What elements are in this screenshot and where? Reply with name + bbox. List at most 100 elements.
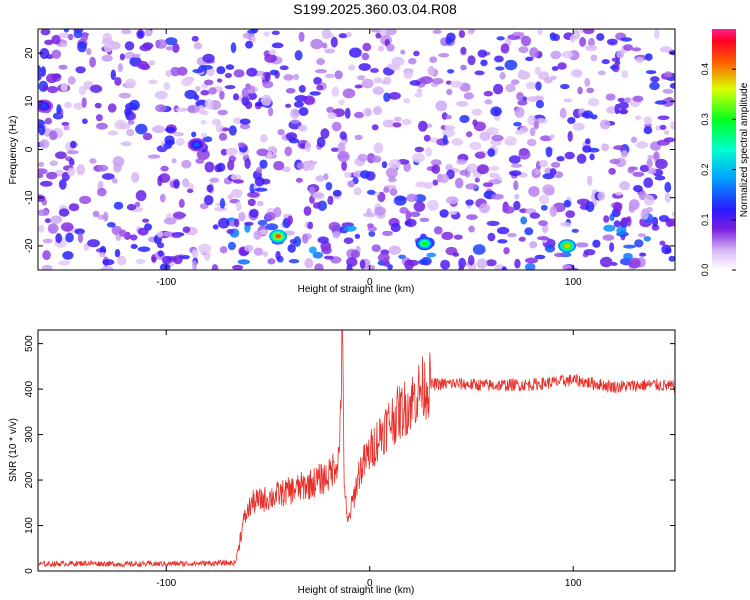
heatmap-cell xyxy=(163,142,173,150)
heatmap-cell xyxy=(262,80,274,89)
heatmap-cell xyxy=(632,171,645,177)
heatmap-cell xyxy=(526,96,539,102)
heatmap-cell xyxy=(597,191,606,201)
heatmap-cell xyxy=(650,76,660,83)
heatmap-cell xyxy=(173,132,185,137)
heatmap-cell xyxy=(483,90,493,97)
y-tick-label: 200 xyxy=(24,471,35,488)
heatmap-cell xyxy=(136,60,149,70)
heatmap-cell xyxy=(148,60,156,66)
heatmap-cell xyxy=(121,29,132,35)
heatmap-cell xyxy=(332,231,341,239)
heatmap-cell xyxy=(58,208,70,217)
heatmap-cell xyxy=(503,247,510,255)
heatmap-cell xyxy=(42,250,51,261)
heatmap-cell xyxy=(382,230,393,237)
heatmap-cell xyxy=(439,173,449,184)
heatmap-cell xyxy=(460,46,467,55)
heatmap-cell xyxy=(135,190,147,202)
heatmap-cell xyxy=(518,46,529,53)
heatmap-cell xyxy=(651,216,659,227)
heatmap-cell xyxy=(559,107,567,119)
heatmap-cell xyxy=(302,234,309,244)
heatmap-cell xyxy=(212,224,219,230)
heatmap-cell xyxy=(567,130,573,142)
heatmap-cell xyxy=(142,132,153,141)
heatmap-cell xyxy=(491,134,504,142)
y-tick-label: 20 xyxy=(24,47,35,59)
heatmap-cell xyxy=(507,233,517,238)
heatmap-cell xyxy=(615,191,623,196)
heatmap-cell xyxy=(209,177,220,183)
heatmap-cell xyxy=(418,120,428,132)
heatmap-cell xyxy=(655,125,661,131)
heatmap-cell xyxy=(218,217,230,229)
heatmap-cell xyxy=(463,92,474,100)
heatmap-cell xyxy=(298,124,308,132)
heatmap-cell xyxy=(157,231,163,238)
heatmap-cell xyxy=(371,244,381,252)
heatmap-cell xyxy=(238,211,246,222)
heatmap-cell xyxy=(113,201,124,210)
heatmap-cell xyxy=(619,109,628,115)
heatmap-cell xyxy=(653,151,660,161)
heatmap-cell xyxy=(244,221,254,226)
heatmap-cell xyxy=(199,203,209,210)
heatmap-cell xyxy=(403,69,413,79)
heatmap-cell xyxy=(647,168,657,174)
heatmap-cell xyxy=(643,116,652,125)
heatmap-cell xyxy=(549,32,557,41)
heatmap-cell xyxy=(477,49,488,58)
heatmap-hotspot xyxy=(421,241,428,246)
snr-axes: -100 0 100 0 100 200 300 400 500 xyxy=(24,330,675,589)
heatmap-cell xyxy=(471,108,483,116)
heatmap-cell xyxy=(41,264,53,270)
heatmap-cell xyxy=(163,217,177,225)
heatmap-cell xyxy=(253,230,262,240)
heatmap-cell xyxy=(357,75,366,81)
heatmap-cell xyxy=(513,180,519,191)
heatmap-cell xyxy=(474,177,480,183)
heatmap-hotspot xyxy=(41,103,48,109)
heatmap-cell xyxy=(514,193,520,200)
heatmap-cell xyxy=(131,172,140,183)
heatmap-cell xyxy=(609,242,615,253)
x-tick-label: -100 xyxy=(156,578,176,589)
heatmap-cell xyxy=(616,226,627,236)
heatmap-cell xyxy=(247,92,258,100)
heatmap-cell xyxy=(202,53,215,63)
heatmap-cell xyxy=(549,134,555,140)
heatmap-cell xyxy=(38,209,49,216)
heatmap-cell xyxy=(635,56,644,64)
heatmap-cell xyxy=(525,81,537,90)
heatmap-cell xyxy=(609,158,621,165)
heatmap-cell xyxy=(485,259,497,267)
heatmap-cell xyxy=(350,250,360,259)
heatmap-cell xyxy=(610,262,618,266)
heatmap-cell xyxy=(442,134,448,145)
heatmap-cell xyxy=(640,210,649,221)
heatmap-cell xyxy=(534,254,546,260)
heatmap-cell xyxy=(264,53,277,63)
heatmap-cell xyxy=(308,186,316,195)
heatmap-cell xyxy=(170,66,181,77)
heatmap-cell xyxy=(664,71,673,78)
heatmap-cell xyxy=(649,81,660,91)
heatmap-cell xyxy=(316,58,325,66)
heatmap-cell xyxy=(56,104,62,115)
heatmap-cell xyxy=(67,33,74,41)
heatmap-cell xyxy=(249,36,257,43)
heatmap-cell xyxy=(176,138,185,146)
heatmap-cell xyxy=(262,251,268,258)
heatmap-cell xyxy=(371,124,379,131)
heatmap-cell xyxy=(228,125,237,136)
heatmap-cell xyxy=(589,153,595,161)
heatmap-cell xyxy=(86,48,92,56)
heatmap-cell xyxy=(142,218,150,223)
y-tick-label: 0 xyxy=(24,146,35,152)
heatmap-cell xyxy=(246,67,258,77)
heatmap-cell xyxy=(621,217,631,223)
heatmap-cell xyxy=(195,158,205,164)
heatmap-cell xyxy=(629,166,638,171)
